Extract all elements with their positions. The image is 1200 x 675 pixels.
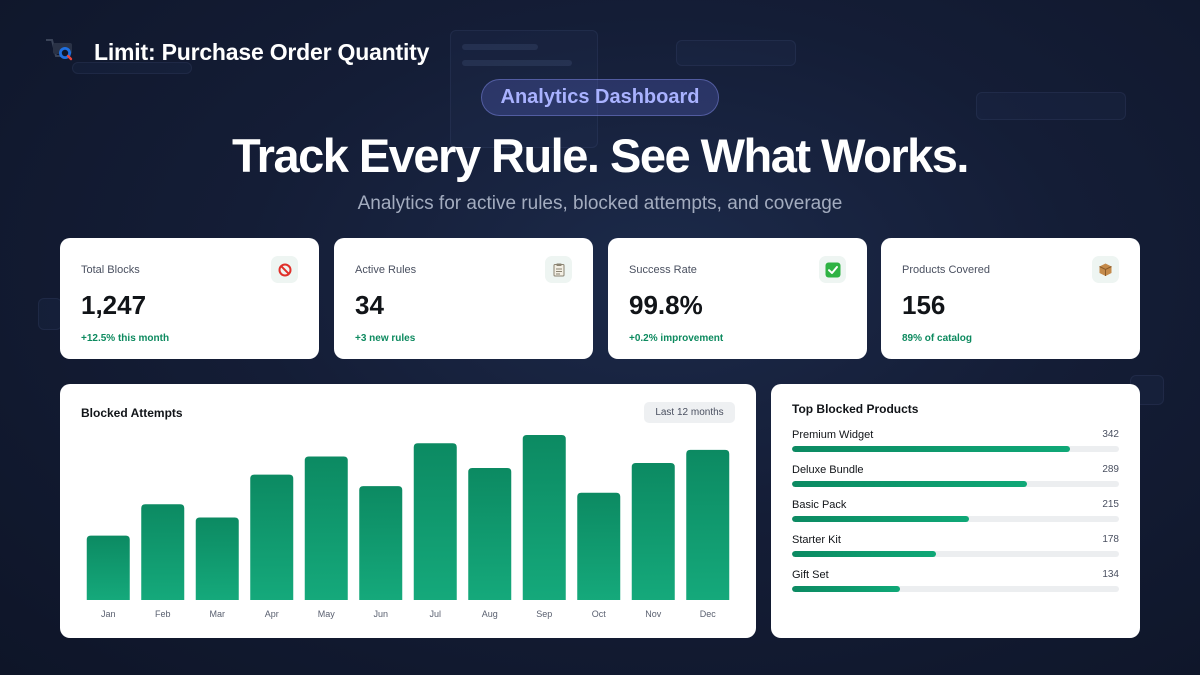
stat-value: 156: [902, 290, 946, 320]
product-progress-fill: [792, 446, 1070, 452]
stat-card-total-blocks: Total Blocks 1,247 +12.5% this month: [60, 238, 319, 359]
bar-sep[interactable]: [522, 435, 566, 600]
bar-mar[interactable]: [195, 517, 239, 601]
background-ghost-line: [462, 44, 538, 50]
stat-label: Active Rules: [355, 264, 417, 276]
product-progress-fill: [792, 551, 936, 557]
stat-value: 34: [355, 290, 384, 320]
stat-value: 99.8%: [629, 290, 703, 320]
stat-card-active-rules: Active Rules 34 +3 new rules: [334, 238, 593, 359]
bar-oct[interactable]: [577, 492, 621, 600]
x-tick-label: Oct: [592, 609, 607, 619]
cart-search-logo-icon: [44, 36, 80, 68]
bar-jun[interactable]: [359, 486, 403, 600]
product-progress-track: [792, 481, 1119, 487]
background-ghost-panel: [976, 92, 1126, 120]
product-name: Deluxe Bundle: [792, 464, 864, 476]
bar-apr[interactable]: [250, 474, 294, 600]
background-ghost-panel: [676, 40, 796, 66]
product-progress-fill: [792, 516, 969, 522]
check-icon: [819, 256, 846, 283]
x-tick-label: Jun: [373, 609, 388, 619]
bar-nov[interactable]: [631, 463, 675, 600]
x-tick-label: Feb: [155, 609, 171, 619]
package-icon: [1092, 256, 1119, 283]
stat-label: Total Blocks: [81, 264, 140, 276]
product-row[interactable]: Deluxe Bundle 289: [792, 464, 1119, 494]
product-row[interactable]: Basic Pack 215: [792, 499, 1119, 529]
product-count: 342: [1102, 429, 1119, 440]
product-progress-track: [792, 516, 1119, 522]
product-count: 215: [1102, 499, 1119, 510]
product-name: Basic Pack: [792, 499, 847, 511]
prohibited-icon: [271, 256, 298, 283]
stat-delta: +0.2% improvement: [629, 333, 724, 344]
bar-jan[interactable]: [86, 535, 130, 600]
product-row[interactable]: Gift Set 134: [792, 569, 1119, 599]
stat-label: Success Rate: [629, 264, 697, 276]
product-progress-track: [792, 446, 1119, 452]
background-ghost-line: [462, 60, 572, 66]
date-range-button[interactable]: Last 12 months: [644, 402, 735, 423]
top-products-title: Top Blocked Products: [792, 402, 919, 416]
background-ghost-panel: [38, 298, 62, 330]
stat-card-success-rate: Success Rate 99.8% +0.2% improvement: [608, 238, 867, 359]
product-progress-track: [792, 551, 1119, 557]
background-ghost-panel: [72, 62, 192, 74]
stat-value: 1,247: [81, 290, 147, 320]
chart-title: Blocked Attempts: [81, 406, 183, 420]
clipboard-icon: [545, 256, 572, 283]
bar-aug[interactable]: [468, 468, 512, 600]
x-tick-label: Jan: [101, 609, 116, 619]
hero-headline: Track Every Rule. See What Works.: [232, 129, 969, 182]
stat-delta: 89% of catalog: [902, 333, 973, 344]
x-tick-label: Sep: [536, 609, 552, 619]
brand-header: Limit: Purchase Order Quantity: [44, 36, 429, 68]
app-title: Limit: Purchase Order Quantity: [94, 38, 430, 65]
product-progress-fill: [792, 586, 900, 592]
product-progress-track: [792, 586, 1119, 592]
product-name: Gift Set: [792, 569, 829, 581]
blocked-attempts-chart-card: Blocked Attempts Last 12 months Jan Feb Ma…: [60, 384, 756, 638]
bar-may[interactable]: [304, 456, 348, 600]
stat-delta: +3 new rules: [355, 333, 416, 344]
bar-chart: Jan Feb Mar Apr May Jun Jul Aug Sep Oct Nov Dec: [86, 435, 730, 619]
x-tick-label: Aug: [482, 609, 498, 619]
stat-label: Products Covered: [902, 264, 991, 276]
product-row[interactable]: Premium Widget 342: [792, 429, 1119, 459]
product-count: 289: [1102, 464, 1119, 475]
x-tick-label: Nov: [645, 609, 662, 619]
product-count: 134: [1102, 569, 1119, 580]
hero-subheadline: Analytics for active rules, blocked atte…: [357, 193, 843, 214]
top-blocked-products-card: Top Blocked Products Premium Widget 342 …: [771, 384, 1140, 638]
stat-card-products-covered: Products Covered 156 89% of catalog: [881, 238, 1140, 359]
product-name: Premium Widget: [792, 429, 874, 441]
x-tick-label: Mar: [210, 609, 226, 619]
background-ghost-panel: [450, 30, 598, 148]
product-name: Starter Kit: [792, 534, 841, 546]
product-row[interactable]: Starter Kit 178: [792, 534, 1119, 564]
bar-feb[interactable]: [141, 504, 185, 600]
bar-jul[interactable]: [413, 443, 457, 600]
x-tick-label: Dec: [700, 609, 717, 619]
analytics-dashboard-badge: Analytics Dashboard: [481, 79, 719, 116]
product-count: 178: [1102, 534, 1119, 545]
stat-delta: +12.5% this month: [81, 333, 170, 344]
bar-dec[interactable]: [686, 449, 730, 600]
x-tick-label: Jul: [429, 609, 441, 619]
x-tick-label: Apr: [265, 609, 279, 619]
product-progress-fill: [792, 481, 1028, 487]
x-tick-label: May: [318, 609, 336, 619]
